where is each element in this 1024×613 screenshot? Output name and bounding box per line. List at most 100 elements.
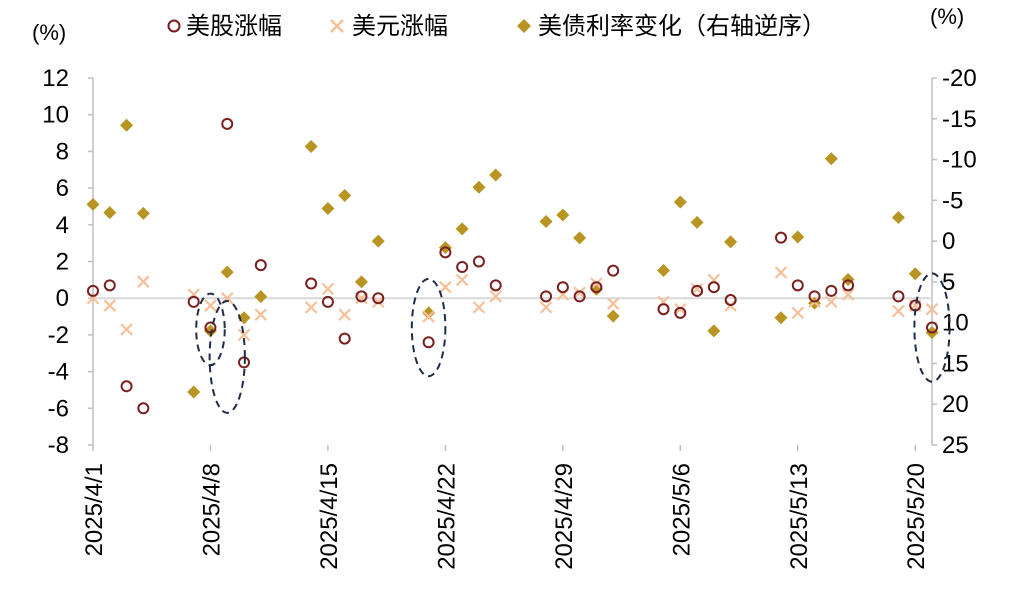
equity-point <box>808 290 821 303</box>
left-tick-label: 10 <box>42 102 69 129</box>
equity-point <box>254 259 267 272</box>
left-tick-label: -8 <box>48 432 69 459</box>
equity-point <box>791 279 804 292</box>
yield-point <box>254 290 268 304</box>
yield-point <box>791 230 805 244</box>
right-tick-label: 20 <box>942 391 969 418</box>
equity-point <box>221 117 234 130</box>
usd-point <box>573 286 586 299</box>
yield-point <box>673 195 687 209</box>
yield-point <box>86 197 100 211</box>
usd-point <box>606 297 620 310</box>
chart-marks <box>86 117 939 415</box>
usd-point <box>690 282 704 296</box>
right-tick-label: -20 <box>942 65 977 92</box>
usd-point <box>103 299 117 312</box>
left-tick-label: 6 <box>56 175 69 202</box>
yield-point <box>136 206 150 220</box>
right-tick-label: -5 <box>942 187 963 214</box>
yield-point <box>338 188 352 202</box>
yield-point <box>321 201 335 215</box>
usd-point <box>321 282 335 296</box>
equity-point <box>691 284 704 297</box>
equity-point <box>892 290 905 303</box>
right-tick-label: -10 <box>942 147 977 174</box>
yield-point <box>606 309 620 323</box>
equity-point <box>120 380 133 393</box>
equity-point <box>674 306 687 319</box>
equity-point <box>842 279 855 292</box>
left-tick-label: 12 <box>42 65 69 92</box>
legend-label-usd: 美元涨幅 <box>352 12 448 40</box>
legend-marker-yield <box>517 19 531 33</box>
equity-point <box>187 295 200 308</box>
yield-point <box>774 311 788 325</box>
usd-point <box>422 310 435 323</box>
equity-point <box>607 264 620 277</box>
yield-point <box>120 118 134 132</box>
equity-point <box>472 255 485 268</box>
usd-point <box>254 308 268 321</box>
usd-point <box>841 288 855 301</box>
usd-point <box>539 301 553 314</box>
usd-point <box>304 301 318 314</box>
usd-point <box>338 308 351 321</box>
right-tick-label: -15 <box>942 106 977 133</box>
x-tick-label: 2025/5/13 <box>786 463 813 570</box>
legend: 美股涨幅 美元涨幅 美债利率变化（右轴逆序） <box>167 12 826 40</box>
yield-point <box>724 235 738 249</box>
equity-point <box>355 290 368 303</box>
x-tick-label: 2025/4/1 <box>81 463 108 556</box>
yield-point <box>707 324 721 338</box>
legend-marker-usd <box>330 19 344 33</box>
usd-point <box>137 275 150 288</box>
equity-point <box>825 284 838 297</box>
usd-point <box>355 291 368 305</box>
left-tick-label: -2 <box>48 322 69 349</box>
equity-point <box>137 402 150 415</box>
equity-point <box>774 231 787 244</box>
usd-point <box>774 266 788 279</box>
yield-point <box>455 222 469 236</box>
equity-point <box>372 292 385 305</box>
left-tick-label: 0 <box>56 285 69 312</box>
equity-point <box>540 290 553 303</box>
usd-point <box>371 295 385 309</box>
usd-point <box>204 299 217 312</box>
yield-point <box>472 180 486 194</box>
yield-point <box>371 234 385 248</box>
equity-point <box>305 277 318 290</box>
right-tick-label: 10 <box>942 310 969 337</box>
yield-point <box>220 265 234 279</box>
equity-point <box>926 321 938 334</box>
usd-point <box>489 290 502 303</box>
yield-point <box>908 267 922 281</box>
usd-point <box>825 295 838 309</box>
legend-label-equity: 美股涨幅 <box>186 12 282 40</box>
yield-point <box>354 275 368 289</box>
yield-point <box>203 324 217 338</box>
x-tick-label: 2025/5/20 <box>903 463 930 570</box>
left-tick-label: -6 <box>48 395 69 422</box>
yield-point <box>422 306 436 320</box>
equity-point <box>556 281 569 294</box>
yield-point <box>489 168 503 182</box>
x-tick-label: 2025/4/22 <box>433 463 460 570</box>
usd-point <box>892 304 905 318</box>
left-tick-label: 2 <box>56 249 69 276</box>
equity-point <box>422 336 435 349</box>
usd-point <box>439 280 452 294</box>
equity-point <box>657 303 670 316</box>
usd-point <box>237 328 251 342</box>
usd-point <box>925 302 939 316</box>
usd-point <box>791 306 805 320</box>
x-tick-label: 2025/4/8 <box>198 463 225 556</box>
right-tick-label: 0 <box>942 228 955 255</box>
usd-point <box>120 323 133 336</box>
left-axis-unit: (%) <box>32 20 66 45</box>
yield-point <box>690 215 704 229</box>
legend-marker-equity <box>167 19 181 33</box>
equity-point <box>321 295 334 308</box>
usd-point <box>455 273 469 287</box>
